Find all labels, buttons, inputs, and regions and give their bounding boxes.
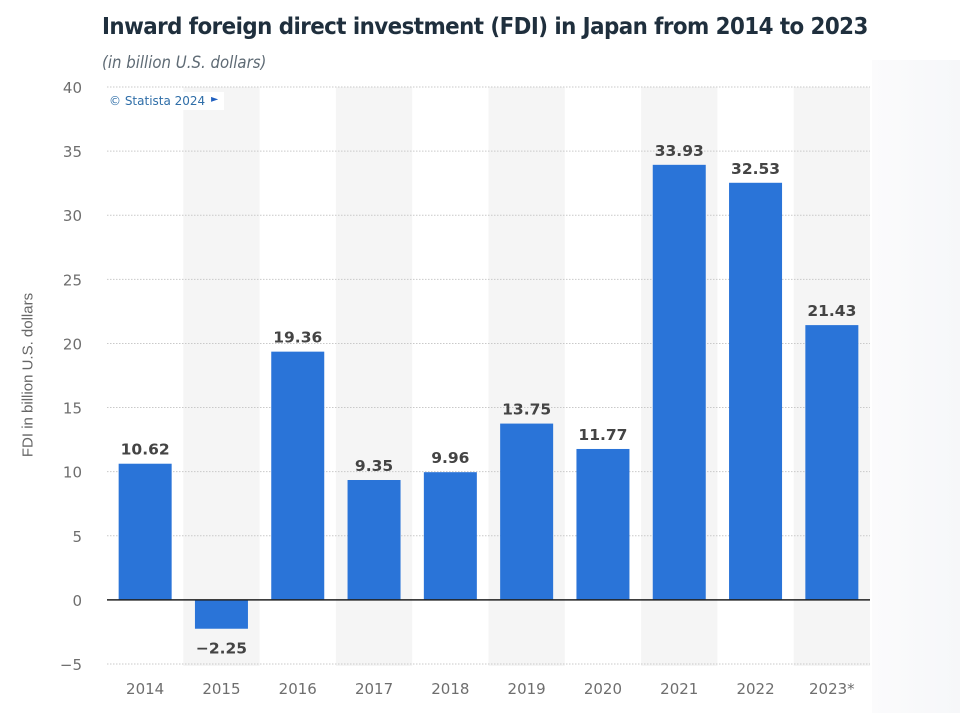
y-tick-label: 0: [72, 592, 82, 610]
x-tick-label: 2023*: [809, 680, 855, 698]
copyright-text: © Statista 2024: [109, 94, 206, 108]
data-label: 10.62: [121, 441, 170, 459]
bar: [118, 463, 172, 600]
bar: [805, 325, 859, 600]
y-axis-label: FDI in billion U.S. dollars: [19, 292, 37, 458]
value-labels: 10.62 −2.25 19.36 9.35 9.96 13.75 11.77 33.93 32…: [121, 142, 857, 658]
bar: [576, 448, 630, 600]
x-tick-label: 2016: [279, 680, 317, 698]
x-axis-ticks: 2014 2015 2016 2017 2018 2019 2020 2021 2022 2023…: [126, 680, 855, 698]
y-tick-label: −5: [60, 656, 82, 674]
y-tick-label: 15: [63, 400, 82, 418]
chart-subtitle: (in billion U.S. dollars): [102, 53, 267, 73]
y-tick-label: 25: [63, 271, 82, 289]
y-tick-label: 5: [72, 528, 82, 546]
x-tick-label: 2022: [736, 680, 774, 698]
y-axis-ticks: 40 35 30 25 20 15 10 5 0 −5: [60, 79, 82, 674]
right-edge-strip: [872, 60, 960, 713]
data-label: 11.77: [578, 426, 627, 444]
data-label: −2.25: [196, 640, 247, 658]
statista-copyright-badge[interactable]: © Statista 2024: [106, 92, 225, 110]
bar: [194, 599, 248, 629]
flag-icon[interactable]: [211, 97, 219, 102]
y-tick-label: 30: [63, 207, 82, 225]
x-tick-label: 2021: [660, 680, 698, 698]
y-tick-label: 10: [63, 464, 82, 482]
x-tick-label: 2019: [508, 680, 546, 698]
data-label: 21.43: [807, 302, 856, 320]
bar: [500, 423, 554, 600]
bar: [271, 351, 325, 600]
gridlines: [107, 86, 870, 665]
x-tick-label: 2017: [355, 680, 393, 698]
bars: [118, 164, 859, 629]
x-tick-label: 2018: [431, 680, 469, 698]
data-label: 33.93: [655, 142, 704, 160]
column-band: [183, 87, 260, 666]
data-label: 9.35: [355, 457, 393, 475]
data-label: 32.53: [731, 160, 780, 178]
bar: [423, 472, 477, 600]
bar: [652, 164, 706, 600]
chart-title: Inward foreign direct investment (FDI) i…: [102, 14, 868, 40]
data-label: 9.96: [431, 449, 469, 467]
bar: [729, 182, 783, 600]
y-tick-label: 40: [63, 79, 82, 97]
x-tick-label: 2015: [202, 680, 240, 698]
y-tick-label: 35: [63, 143, 82, 161]
x-tick-label: 2014: [126, 680, 164, 698]
data-label: 13.75: [502, 401, 551, 419]
bar: [347, 480, 401, 600]
x-tick-label: 2020: [584, 680, 622, 698]
data-label: 19.36: [273, 329, 322, 347]
y-tick-label: 20: [63, 335, 82, 353]
